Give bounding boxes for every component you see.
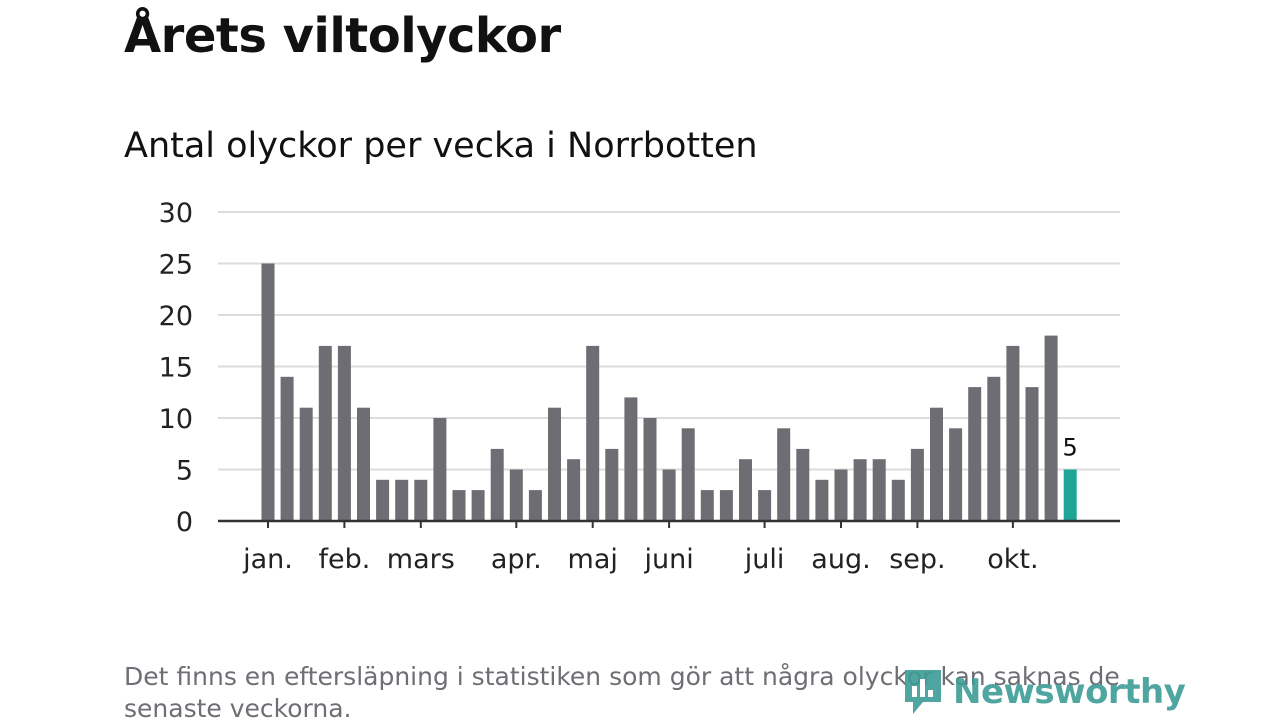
bar bbox=[414, 479, 428, 521]
bar bbox=[834, 469, 848, 521]
bar bbox=[910, 448, 924, 521]
bar bbox=[872, 459, 886, 521]
bar bbox=[376, 479, 390, 521]
bar bbox=[777, 428, 791, 521]
bar bbox=[681, 428, 695, 521]
y-axis-ticks: 0 5 10 15 20 25 30 bbox=[159, 198, 193, 538]
bar bbox=[719, 490, 733, 521]
bar bbox=[490, 448, 504, 521]
bar bbox=[700, 490, 714, 521]
bar bbox=[471, 490, 485, 521]
bar bbox=[548, 407, 561, 521]
bar bbox=[853, 459, 867, 521]
bar bbox=[815, 479, 829, 521]
highlight-value-label: 5 bbox=[1063, 434, 1078, 462]
bar bbox=[1044, 335, 1058, 521]
bar bbox=[567, 459, 581, 521]
x-tick-label: mars bbox=[387, 544, 455, 575]
y-tick-label: 25 bbox=[159, 250, 193, 281]
footnote: Det finns en eftersläpning i statistiken… bbox=[124, 662, 1120, 723]
bar bbox=[987, 376, 1001, 521]
bar bbox=[280, 376, 294, 521]
x-tick-label: apr. bbox=[491, 544, 542, 575]
bars bbox=[261, 263, 1077, 521]
bar bbox=[357, 407, 370, 521]
y-tick-label: 30 bbox=[159, 198, 193, 229]
bar bbox=[528, 490, 542, 521]
bar bbox=[509, 469, 523, 521]
x-tick-label: feb. bbox=[318, 544, 370, 575]
x-tick-label: jan. bbox=[242, 544, 293, 575]
bar bbox=[337, 345, 351, 521]
bar bbox=[624, 397, 638, 521]
x-tick-label: aug. bbox=[811, 544, 870, 575]
bar bbox=[261, 263, 275, 521]
y-tick-label: 15 bbox=[159, 353, 193, 384]
bar bbox=[605, 448, 619, 521]
newsworthy-logo-text: Newsworthy bbox=[953, 672, 1186, 712]
bar bbox=[968, 387, 982, 521]
bar bbox=[586, 345, 600, 521]
bar bbox=[796, 448, 810, 521]
x-axis-ticks: jan. feb. mars apr. maj juni juli aug. sep. okt. bbox=[242, 521, 1039, 575]
grid-lines bbox=[218, 211, 1120, 471]
y-tick-label: 5 bbox=[176, 456, 193, 487]
bar bbox=[395, 479, 409, 521]
x-tick-label: juli bbox=[744, 544, 785, 575]
y-tick-label: 20 bbox=[159, 301, 193, 332]
chart-subtitle: Antal olyckor per vecka i Norrbotten bbox=[124, 126, 758, 166]
bar bbox=[1025, 387, 1039, 521]
y-tick-label: 0 bbox=[176, 507, 193, 538]
bar bbox=[758, 490, 772, 521]
bar bbox=[739, 459, 752, 521]
bar-chart: 0 5 10 15 20 25 30 jan. feb. mars apr. maj juni juli… bbox=[159, 198, 1120, 575]
data-labels: 5 bbox=[1063, 434, 1078, 462]
x-tick-label: okt. bbox=[987, 544, 1038, 575]
bar bbox=[930, 407, 943, 521]
newsworthy-logo: Newsworthy bbox=[903, 668, 1186, 716]
bar bbox=[299, 407, 313, 521]
x-tick-label: sep. bbox=[889, 544, 945, 575]
bar-highlighted bbox=[1063, 469, 1077, 521]
newsworthy-logo-icon bbox=[905, 670, 941, 714]
y-tick-label: 10 bbox=[159, 404, 193, 435]
bar bbox=[891, 479, 905, 521]
chart-title: Årets viltolyckor bbox=[124, 8, 561, 64]
bar bbox=[1006, 345, 1020, 521]
bar bbox=[433, 418, 447, 521]
bar bbox=[949, 428, 963, 521]
bar bbox=[318, 345, 332, 521]
bar bbox=[452, 490, 466, 521]
x-tick-label: juni bbox=[643, 544, 693, 575]
x-tick-label: maj bbox=[568, 544, 618, 575]
bar bbox=[643, 418, 657, 521]
bar bbox=[662, 469, 676, 521]
